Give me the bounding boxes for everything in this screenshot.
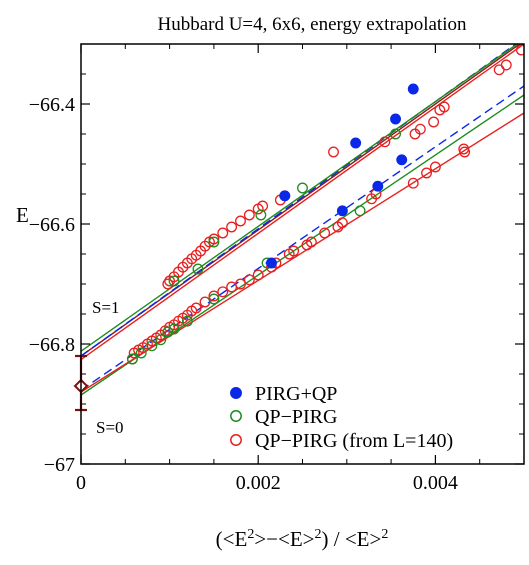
data-points bbox=[126, 44, 524, 365]
fit-line-s1-brown bbox=[81, 44, 521, 357]
data-point-series-2 bbox=[162, 278, 174, 290]
data-point-series-1 bbox=[192, 263, 204, 275]
y-axis-ticks: −67 −66.8 −66.6 −66.4 bbox=[29, 73, 524, 476]
x-axis-ticks: 0 0.002 0.004 bbox=[76, 44, 481, 494]
data-point-series-2 bbox=[226, 221, 238, 233]
data-point-series-1 bbox=[181, 315, 193, 327]
legend-marker-pirg-qp bbox=[230, 387, 242, 399]
legend: PIRG+QP QP−PIRG QP−PIRG (from L=140) bbox=[230, 383, 453, 452]
data-point-series-0 bbox=[390, 113, 401, 125]
data-point-series-1 bbox=[126, 353, 138, 365]
data-point-series-2 bbox=[217, 286, 229, 298]
data-point-series-0 bbox=[396, 154, 408, 166]
data-point-series-2 bbox=[434, 104, 446, 116]
data-point-series-2 bbox=[235, 215, 246, 227]
chart-title: Hubbard U=4, 6x6, energy extrapolation bbox=[157, 14, 467, 35]
data-point-series-1 bbox=[208, 293, 220, 305]
annotation-s0: S=0 bbox=[96, 418, 124, 437]
data-point-series-1 bbox=[390, 128, 401, 140]
legend-marker-qp-pirg-l140 bbox=[230, 434, 242, 446]
data-point-series-1 bbox=[168, 275, 180, 287]
data-point-series-2 bbox=[407, 177, 419, 189]
data-point-series-1 bbox=[155, 334, 167, 346]
data-point-series-2 bbox=[459, 146, 471, 158]
fit-line-s1-red bbox=[81, 44, 524, 361]
data-point-series-2 bbox=[429, 161, 441, 173]
data-point-series-0 bbox=[372, 180, 384, 192]
legend-label-qp-pirg: QP−PIRG bbox=[255, 406, 337, 428]
data-point-series-2 bbox=[283, 248, 295, 260]
data-point-series-2 bbox=[421, 167, 432, 179]
data-point-series-1 bbox=[208, 236, 220, 248]
fit-line-s0-blue bbox=[81, 85, 524, 391]
data-point-series-2 bbox=[428, 116, 440, 128]
data-point-series-1 bbox=[168, 323, 180, 335]
data-point-series-0 bbox=[407, 83, 419, 95]
data-point-series-2 bbox=[252, 203, 264, 215]
y-axis-label: E bbox=[16, 203, 29, 227]
data-point-series-0 bbox=[266, 257, 277, 269]
data-point-series-2 bbox=[243, 274, 255, 286]
x-tick-label: 0.002 bbox=[236, 472, 281, 494]
data-point-series-1 bbox=[255, 209, 267, 221]
legend-label-qp-pirg-l140: QP−PIRG (from L=140) bbox=[255, 430, 453, 452]
data-point-series-1 bbox=[146, 340, 158, 352]
data-point-series-2 bbox=[226, 281, 238, 293]
data-point-series-2 bbox=[493, 64, 505, 76]
annotation-s1: S=1 bbox=[92, 298, 120, 317]
data-point-series-2 bbox=[217, 227, 229, 239]
data-point-series-2 bbox=[128, 347, 140, 359]
data-point-series-0 bbox=[279, 190, 291, 202]
data-point-series-1 bbox=[354, 205, 366, 217]
y-tick-label: −66.4 bbox=[29, 94, 75, 116]
data-point-series-2 bbox=[252, 269, 264, 281]
data-point-series-1 bbox=[162, 326, 174, 338]
data-point-series-2 bbox=[515, 44, 524, 56]
data-point-series-2 bbox=[409, 128, 421, 140]
y-tick-label: −66.8 bbox=[29, 334, 75, 356]
x-axis-label: (<E2>−<E>2) / <E>2 bbox=[216, 527, 389, 551]
fit-line-s1-green bbox=[81, 44, 519, 352]
x-tick-label: 0 bbox=[76, 472, 86, 494]
data-point-series-1 bbox=[297, 182, 308, 194]
plot-frame bbox=[80, 43, 525, 465]
data-point-series-2 bbox=[366, 193, 378, 205]
data-point-series-0 bbox=[336, 205, 348, 217]
data-point-series-2 bbox=[500, 59, 512, 71]
data-point-series-2 bbox=[319, 227, 331, 239]
x-tick-label: 0.004 bbox=[413, 472, 458, 494]
data-point-series-2 bbox=[208, 290, 220, 302]
data-point-series-2 bbox=[301, 239, 313, 251]
y-tick-label: −67 bbox=[44, 454, 75, 476]
data-point-series-2 bbox=[328, 146, 339, 158]
y-tick-label: −66.6 bbox=[29, 214, 75, 236]
data-point-series-2 bbox=[379, 136, 391, 148]
data-point-series-0 bbox=[350, 137, 362, 149]
data-point-series-1 bbox=[135, 347, 147, 359]
data-point-series-2 bbox=[243, 209, 255, 221]
legend-marker-qp-pirg bbox=[230, 410, 242, 422]
data-point-series-2 bbox=[332, 221, 344, 233]
legend-label-pirg-qp: PIRG+QP bbox=[255, 383, 337, 405]
